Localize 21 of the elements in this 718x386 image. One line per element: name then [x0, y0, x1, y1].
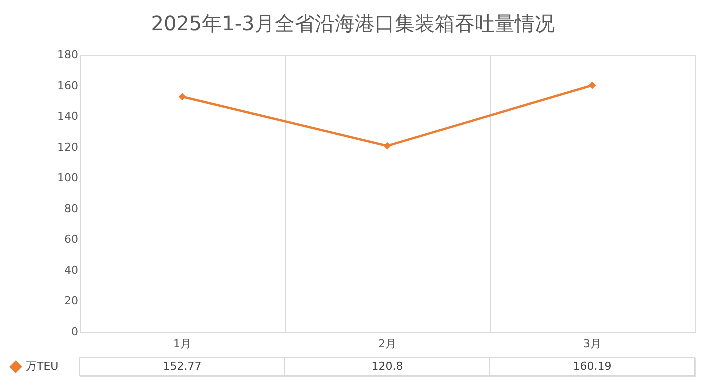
point [588, 82, 596, 90]
data-label: 152.77 [163, 360, 202, 373]
chart-title: 2025年1-3月全省沿海港口集装箱吞吐量情况 [151, 12, 555, 36]
y-tick-label: 160 [58, 79, 78, 92]
x-tick-label: 1月 [174, 338, 192, 350]
y-tick-label: 180 [58, 48, 78, 62]
y-tick-label: 80 [64, 202, 78, 216]
y-tick-label: 120 [58, 140, 78, 154]
y-tick-label: 40 [64, 264, 78, 277]
y-tick-label: 100 [58, 172, 78, 185]
y-tick-label: 20 [64, 294, 78, 308]
y-tick-label: 0 [72, 326, 78, 338]
point [384, 142, 392, 150]
point [178, 93, 186, 101]
data-label: 120.8 [372, 360, 404, 373]
y-tick-label: 140 [58, 110, 78, 124]
x-tick-label: 2月 [378, 338, 396, 350]
legend-label: 万TEU [26, 360, 59, 373]
y-tick-label: 60 [64, 233, 78, 246]
data-label: 160.19 [573, 360, 612, 373]
x-tick-label: 3月 [584, 338, 602, 350]
